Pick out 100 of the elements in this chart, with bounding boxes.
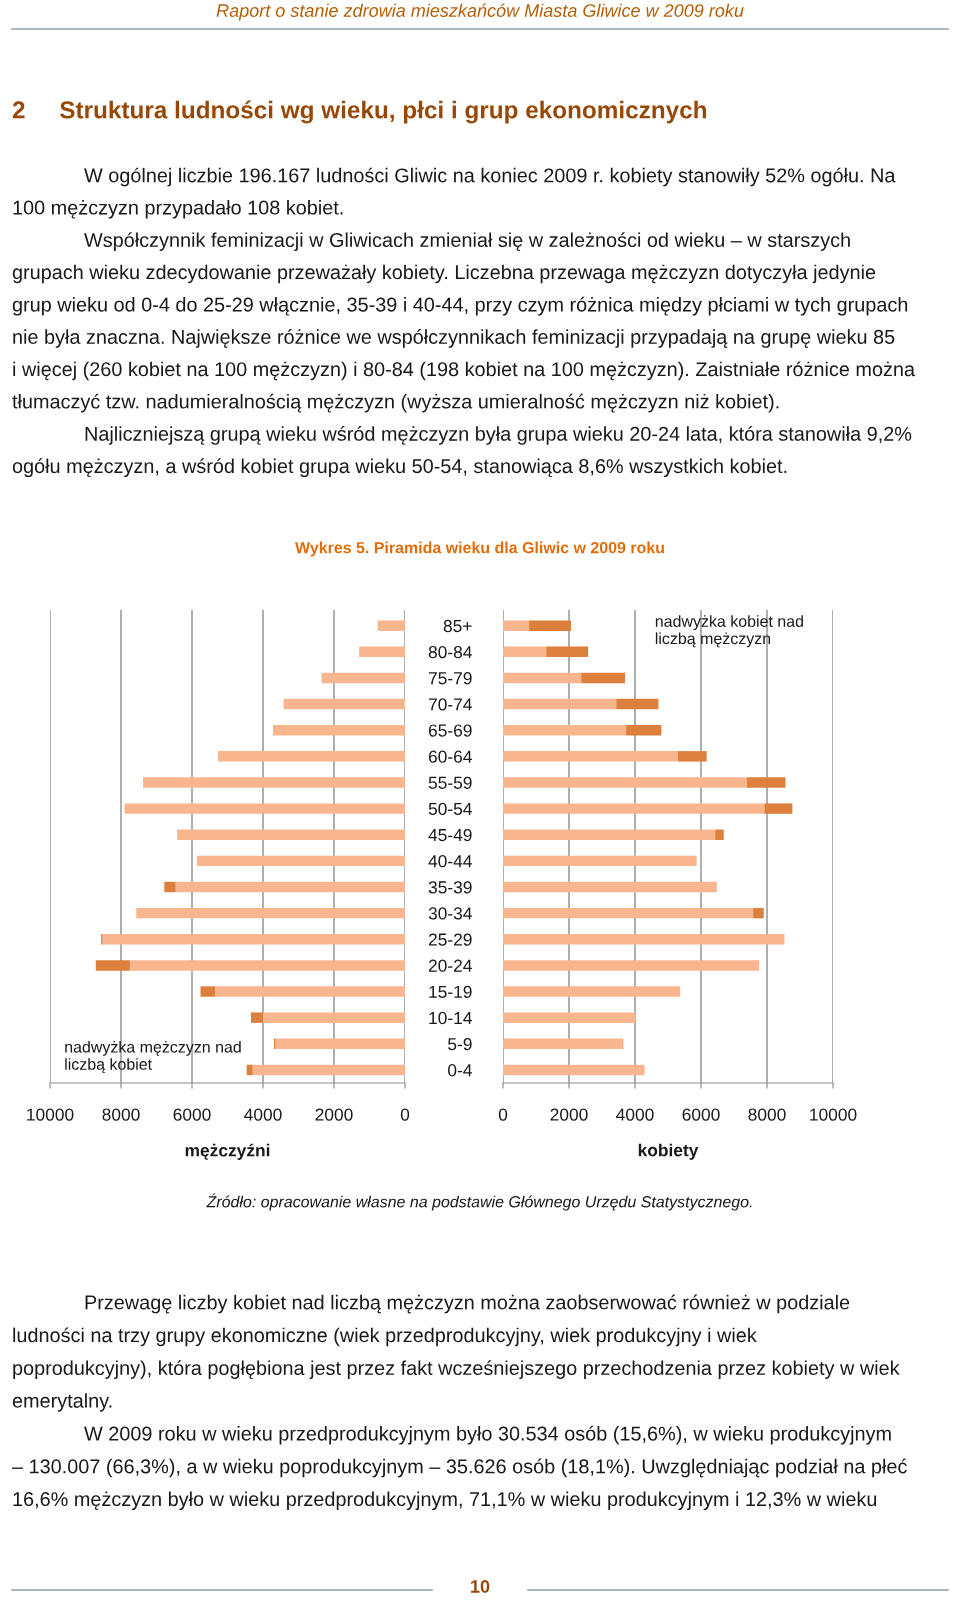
bar bbox=[175, 881, 405, 893]
x-tick-label: 0 bbox=[498, 1108, 508, 1121]
x-tick-label: 10000 bbox=[27, 1108, 74, 1121]
text: nie była znaczna. Największe różnice we współczynnikach feminizacji przypadają na grupę wieku 85 bbox=[13, 329, 895, 348]
x-tick-label: 2000 bbox=[550, 1108, 588, 1121]
x-tick-label: 8000 bbox=[748, 1108, 786, 1121]
bar bbox=[626, 724, 662, 736]
y-tick-label: 75-79 bbox=[428, 672, 472, 685]
annotation: nadwyżka kobiet nad liczbą mężczyzn bbox=[655, 615, 803, 648]
text: W ogólnej liczbie 196.167 ludności Gliwic na koniec 2009 r. kobiety stanowiły 52% ogółu. Na bbox=[84, 167, 896, 187]
bar bbox=[529, 620, 571, 631]
text: Źródło: opracowanie własne na podstawie Głównego Urzędu Statystycznego. bbox=[206, 1193, 752, 1211]
text: Raport o stanie zdrowia mieszkańców Miasta Gliwice w 2009 roku bbox=[216, 3, 744, 21]
bar bbox=[164, 881, 176, 893]
x-tick-label: 8000 bbox=[102, 1108, 140, 1121]
text: – 130.007 (66,3%), a w wieku poprodukcyjnym – 35.626 osób (18,1%). Uwzględniając podział na płeć bbox=[12, 1458, 907, 1478]
bar bbox=[283, 698, 405, 710]
bar bbox=[715, 829, 724, 840]
y-tick-label: 25-29 bbox=[428, 933, 472, 946]
y-tick-label: 85+ bbox=[443, 619, 472, 633]
bar bbox=[503, 881, 717, 893]
x-axis-title: kobiety bbox=[638, 1143, 699, 1160]
bar bbox=[252, 1064, 405, 1076]
bar bbox=[250, 1012, 263, 1023]
x-axis-title: mężczyźni bbox=[185, 1143, 270, 1160]
x-tick-label: 6000 bbox=[173, 1108, 211, 1121]
text: ogółu mężczyzn, a wśród kobiet grupa wieku 50-54, stanowiąca 8,6% wszystkich kobiet. bbox=[12, 458, 787, 478]
text: emerytalny. bbox=[12, 1393, 112, 1412]
bar bbox=[215, 986, 405, 997]
bar bbox=[102, 934, 405, 945]
y-tick-label: 60-64 bbox=[428, 750, 472, 763]
bar bbox=[503, 803, 765, 814]
y-tick-label: 55-59 bbox=[428, 776, 472, 789]
text: W 2009 roku w wieku przedprodukcyjnym było 30.534 osób (15,6%), w wieku produkcyjnym bbox=[84, 1425, 891, 1445]
text: poprodukcyjny), która pogłębiona jest przez fakt wcześniejszego przechodzenia przez kobiety w wiek bbox=[13, 1360, 900, 1379]
bar bbox=[503, 698, 617, 710]
bar bbox=[503, 829, 716, 840]
text: Najliczniejszą grupą wieku wśród mężczyzn była grupa wieku 20-24 lata, która stanowiła 9,2% bbox=[85, 426, 912, 445]
bar bbox=[753, 907, 764, 919]
text: 10 bbox=[471, 1580, 490, 1593]
bar bbox=[136, 907, 405, 919]
y-tick-label: 70-74 bbox=[428, 698, 472, 711]
x-tick-label: 0 bbox=[400, 1108, 410, 1121]
bar bbox=[677, 751, 707, 762]
y-tick-label: 15-19 bbox=[429, 985, 472, 998]
bar bbox=[217, 751, 405, 762]
y-tick-label: 30-34 bbox=[428, 907, 472, 920]
bar bbox=[503, 1038, 624, 1050]
y-tick-label: 80-84 bbox=[428, 645, 472, 659]
bar bbox=[263, 1012, 405, 1023]
bar bbox=[746, 777, 786, 788]
bar bbox=[503, 907, 754, 919]
bar bbox=[764, 803, 793, 814]
text: 100 mężczyzn przypadało 108 kobiet. bbox=[13, 200, 343, 219]
text: Wykres 5. Piramida wieku dla Gliwic w 2009 roku bbox=[295, 541, 664, 557]
bar bbox=[196, 855, 405, 867]
bar bbox=[177, 829, 405, 840]
x-tick-label: 4000 bbox=[244, 1108, 282, 1121]
bar bbox=[503, 934, 785, 945]
text: 16,6% mężczyzn było w wieku przedprodukcyjnym, 71,1% w wieku produkcyjnym i 12,3% w wieku bbox=[13, 1491, 877, 1511]
bar bbox=[143, 777, 405, 788]
bar bbox=[129, 960, 405, 971]
y-tick-label: 65-69 bbox=[428, 724, 472, 737]
bar bbox=[272, 724, 405, 736]
x-tick-label: 2000 bbox=[315, 1108, 353, 1121]
text: grupach wieku zdecydowanie przeważały kobiety. Liczebna przewaga mężczyzn dotyczyła jedynie bbox=[12, 264, 876, 284]
bar bbox=[581, 672, 626, 684]
bar bbox=[503, 724, 627, 736]
bar bbox=[503, 751, 678, 762]
bar bbox=[359, 646, 405, 658]
bar bbox=[503, 960, 760, 971]
bar bbox=[321, 672, 405, 684]
x-tick-label: 4000 bbox=[616, 1108, 654, 1121]
text: Współczynnik feminizacji w Gliwicach zmieniał się w zależności od wieku – w starszych bbox=[84, 232, 850, 251]
y-tick-label: 40-44 bbox=[428, 855, 472, 868]
y-tick-label: 50-54 bbox=[428, 802, 472, 816]
y-tick-label: 20-24 bbox=[428, 959, 472, 972]
bar bbox=[616, 698, 659, 710]
bar bbox=[503, 1064, 645, 1076]
x-tick-label: 10000 bbox=[810, 1108, 857, 1121]
bar bbox=[377, 620, 405, 631]
bar bbox=[200, 986, 216, 997]
annotation: nadwyżka mężczyzn nad liczbą kobiet bbox=[65, 1040, 241, 1074]
y-tick-label: 10-14 bbox=[429, 1011, 472, 1025]
bar bbox=[503, 646, 547, 658]
bar bbox=[95, 960, 130, 971]
text: Przewagę liczby kobiet nad liczbą mężczyzn można zaobserwować również w podziale bbox=[85, 1294, 850, 1314]
bar bbox=[275, 1038, 405, 1050]
y-tick-label: 5-9 bbox=[448, 1037, 472, 1051]
text: grup wieku od 0-4 do 25-29 włącznie, 35-39 i 40-44, przy czym różnica między płciami w tych grupach bbox=[12, 296, 908, 316]
bar bbox=[503, 672, 582, 684]
y-tick-label: 35-39 bbox=[428, 881, 472, 894]
bar bbox=[246, 1064, 253, 1076]
bar bbox=[503, 777, 747, 788]
y-tick-label: 45-49 bbox=[428, 828, 472, 842]
bar bbox=[503, 855, 697, 867]
bar bbox=[546, 646, 589, 658]
text: ludności na trzy grupy ekonomiczne (wiek przedprodukcyjny, wiek produkcyjny i wiek bbox=[13, 1327, 757, 1347]
text: 2 Struktura ludności wg wieku, płci i grup ekonomicznych bbox=[12, 100, 707, 124]
bar bbox=[503, 620, 530, 631]
